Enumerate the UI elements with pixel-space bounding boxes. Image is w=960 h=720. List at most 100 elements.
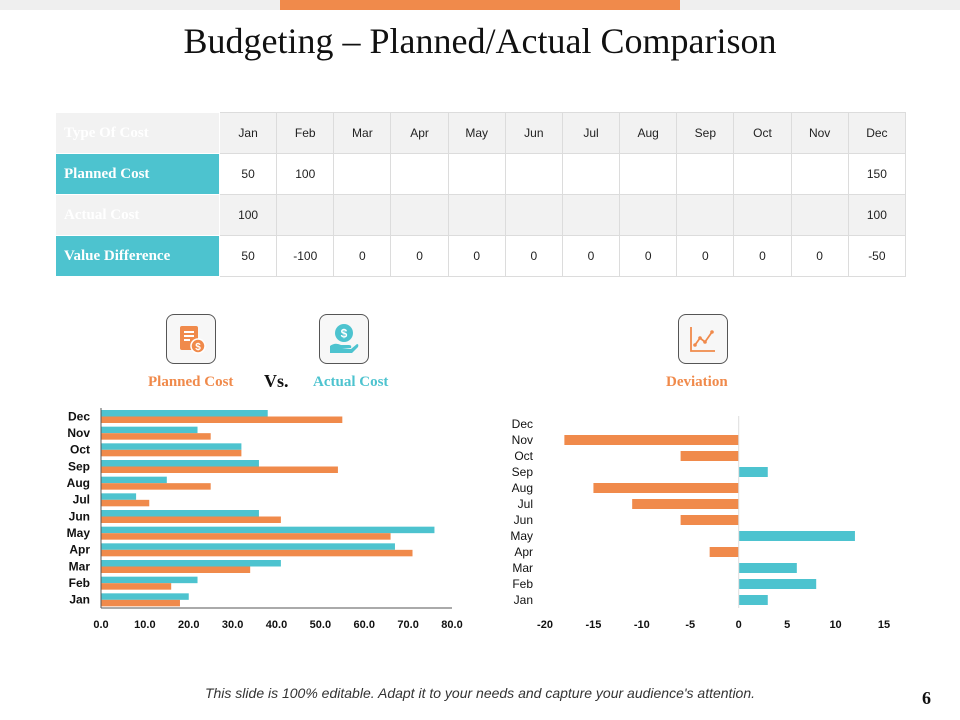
table-cell bbox=[333, 194, 392, 236]
footer-note: This slide is 100% editable. Adapt it to… bbox=[204, 685, 756, 701]
x-tick-label: 15 bbox=[878, 619, 890, 631]
page-number: 6 bbox=[922, 688, 931, 708]
table-cell: Jul bbox=[561, 112, 621, 154]
bar-deviation-oct bbox=[680, 451, 739, 461]
table-cell: 100 bbox=[847, 194, 907, 236]
hand-coin-icon: $ bbox=[319, 314, 369, 364]
row-header: Planned Cost bbox=[55, 153, 220, 195]
bar-actual-sep bbox=[101, 466, 338, 473]
bar-planned-mar bbox=[101, 560, 281, 567]
table-cell: 0 bbox=[561, 235, 621, 277]
x-tick-label: 0 bbox=[736, 619, 742, 631]
y-tick-label: Jun bbox=[514, 513, 533, 527]
x-tick-label: 50.0 bbox=[310, 619, 331, 631]
table-cell: -50 bbox=[847, 235, 907, 277]
row-header: Value Difference bbox=[55, 235, 220, 277]
table-cell: 0 bbox=[390, 235, 449, 277]
table-cell: Jun bbox=[504, 112, 563, 154]
y-tick-label: Feb bbox=[512, 577, 533, 591]
invoice-dollar-icon: $ bbox=[166, 314, 216, 364]
table-cell: 0 bbox=[504, 235, 563, 277]
y-tick-label: Dec bbox=[512, 417, 533, 431]
row-header: Actual Cost bbox=[55, 194, 220, 236]
table-cell bbox=[447, 194, 506, 236]
y-tick-label: Sep bbox=[68, 459, 90, 473]
bar-deviation-jan bbox=[738, 595, 768, 605]
bar-planned-apr bbox=[101, 543, 395, 550]
deviation-chart: Jan Feb Mar Apr May Jun Jul Aug Sep Oct Nov Dec -20 -… bbox=[510, 416, 890, 631]
bar-planned-jul bbox=[101, 493, 137, 500]
table-row: Value Difference 50 -100 0 0 0 0 0 0 0 0 0 -50 bbox=[55, 235, 907, 277]
table-cell bbox=[790, 194, 849, 236]
bar-planned-dec bbox=[101, 410, 268, 417]
bar-planned-jan bbox=[101, 593, 189, 600]
table-row: Actual Cost 100 100 bbox=[55, 194, 907, 236]
deviation-label: Deviation bbox=[666, 374, 728, 390]
table-cell bbox=[390, 153, 449, 195]
table-cell: Mar bbox=[333, 112, 392, 154]
svg-text:$: $ bbox=[195, 342, 201, 353]
table-cell bbox=[619, 153, 678, 195]
bar-actual-dec bbox=[101, 416, 343, 423]
x-tick-label: 40.0 bbox=[266, 619, 287, 631]
table-cell: 0 bbox=[790, 235, 849, 277]
y-tick-label: Mar bbox=[69, 559, 91, 573]
bar-planned-nov bbox=[101, 426, 198, 434]
bar-deviation-nov bbox=[564, 435, 739, 445]
table-cell: 100 bbox=[218, 194, 278, 236]
bar-actual-aug bbox=[101, 483, 211, 490]
table-cell bbox=[333, 153, 392, 195]
x-tick-label: 0.0 bbox=[93, 619, 108, 631]
bar-actual-may bbox=[101, 533, 391, 540]
x-tick-label: 80.0 bbox=[441, 619, 462, 631]
table-cell bbox=[619, 194, 678, 236]
bar-deviation-sep bbox=[738, 467, 768, 477]
y-tick-label: Jan bbox=[69, 593, 90, 607]
table-cell bbox=[504, 194, 563, 236]
vs-label: Vs. bbox=[264, 371, 289, 391]
y-tick-label: Nov bbox=[67, 426, 90, 440]
y-tick-label: May bbox=[67, 526, 91, 540]
cost-table: Type Of Cost Jan Feb Mar Apr May Jun Jul Aug Sep O… bbox=[55, 112, 907, 277]
x-tick-label: 20.0 bbox=[178, 619, 199, 631]
bar-deviation-feb bbox=[738, 579, 817, 589]
x-tick-label: 10 bbox=[829, 619, 841, 631]
y-tick-label: Aug bbox=[67, 476, 90, 490]
y-tick-label: Oct bbox=[70, 443, 90, 457]
table-cell bbox=[561, 153, 621, 195]
table-cell bbox=[390, 194, 449, 236]
planned-cost-label: Planned Cost bbox=[148, 374, 234, 390]
table-cell bbox=[733, 194, 792, 236]
svg-text:$: $ bbox=[341, 327, 348, 341]
table-cell: 0 bbox=[447, 235, 506, 277]
table-cell: May bbox=[447, 112, 506, 154]
table-cell: Dec bbox=[847, 112, 907, 154]
bar-planned-sep bbox=[101, 460, 259, 467]
x-tick-label: -15 bbox=[585, 619, 601, 631]
bar-deviation-apr bbox=[709, 547, 739, 557]
y-tick-label: Jun bbox=[69, 509, 90, 523]
y-tick-label: May bbox=[510, 529, 533, 543]
table-cell bbox=[276, 194, 335, 236]
x-tick-label: 60.0 bbox=[354, 619, 375, 631]
slide-title: Budgeting – Planned/Actual Comparison bbox=[183, 21, 777, 61]
y-tick-label: Apr bbox=[514, 545, 533, 559]
bar-deviation-mar bbox=[738, 563, 797, 573]
table-cell: Aug bbox=[619, 112, 678, 154]
top-accent-bar bbox=[280, 0, 680, 10]
x-tick-label: -20 bbox=[537, 619, 553, 631]
y-tick-label: Jan bbox=[514, 593, 533, 607]
x-tick-label: 10.0 bbox=[134, 619, 155, 631]
x-tick-label: 70.0 bbox=[397, 619, 418, 631]
y-tick-label: Sep bbox=[512, 465, 534, 479]
table-cell bbox=[504, 153, 563, 195]
bar-actual-jan bbox=[101, 599, 180, 607]
table-cell: 50 bbox=[218, 235, 278, 277]
y-tick-label: Jul bbox=[518, 497, 533, 511]
table-cell bbox=[676, 194, 735, 236]
y-tick-label: Dec bbox=[68, 409, 90, 423]
bar-actual-mar bbox=[101, 566, 251, 573]
bar-planned-aug bbox=[101, 476, 167, 484]
y-tick-label: Jul bbox=[73, 493, 90, 507]
bar-planned-may bbox=[101, 526, 435, 534]
